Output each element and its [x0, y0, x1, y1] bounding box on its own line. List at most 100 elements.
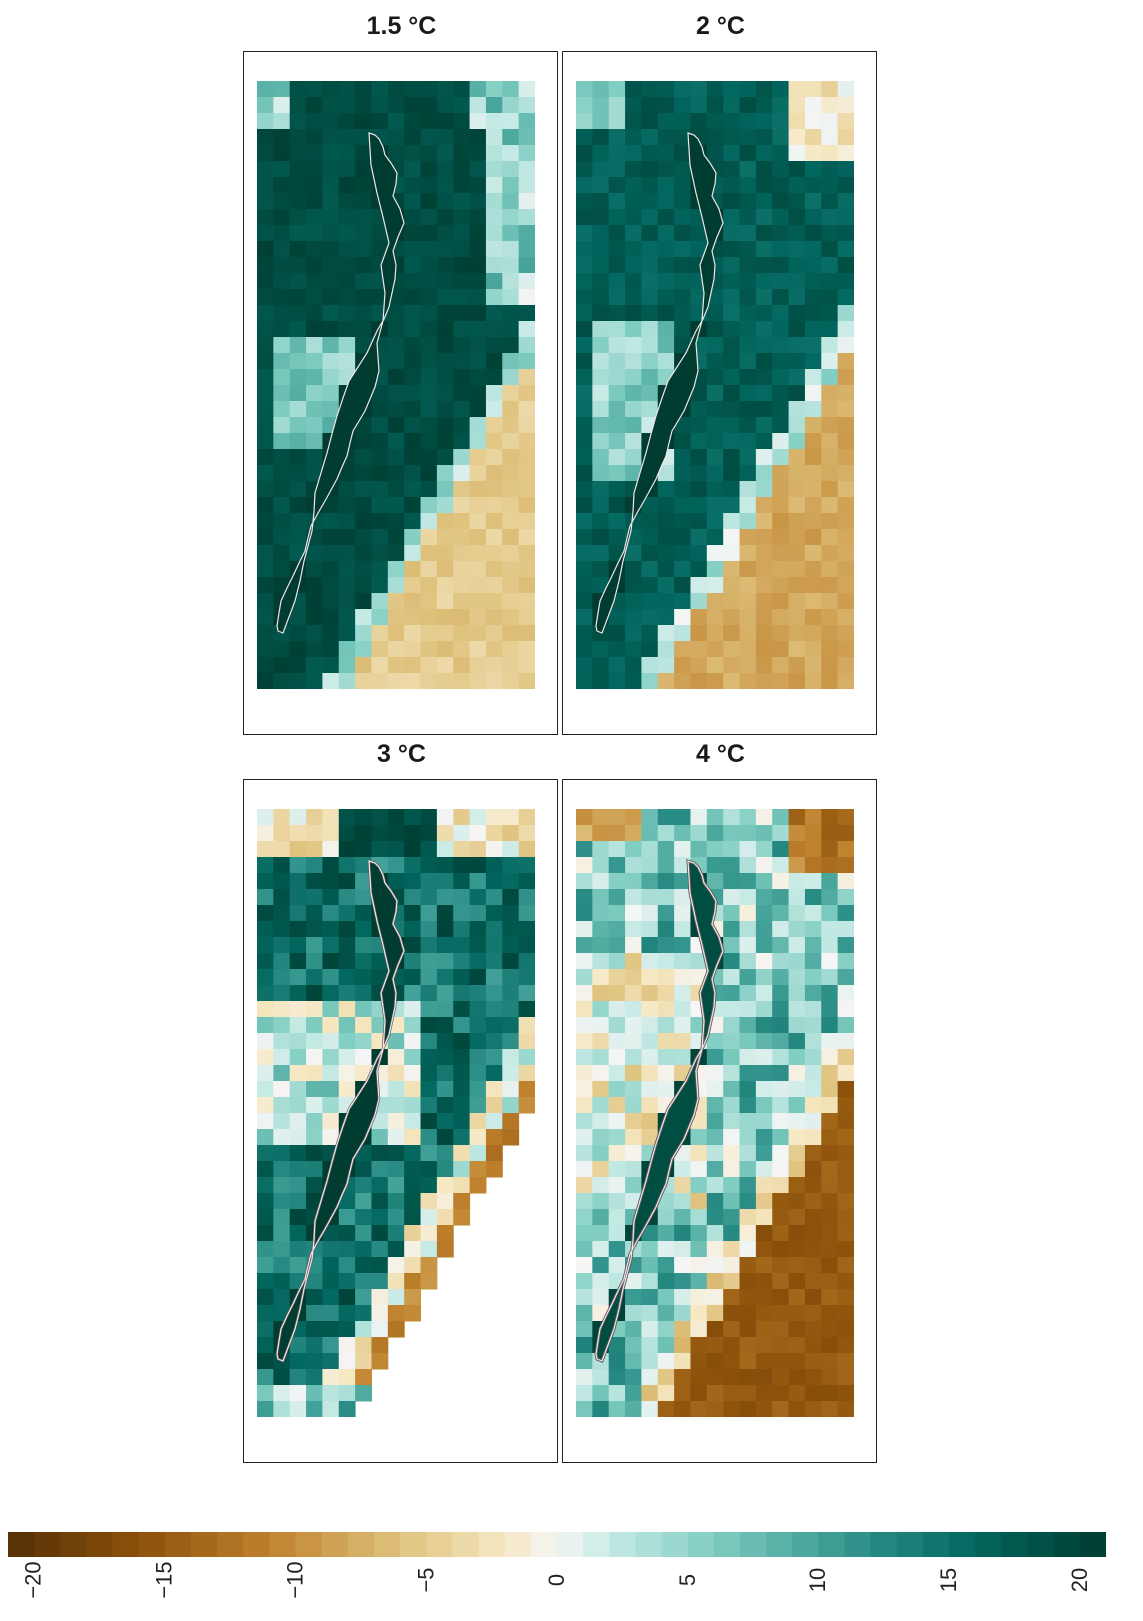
grid-cell: [453, 1001, 471, 1018]
grid-cell: [371, 449, 389, 466]
grid-cell: [788, 937, 806, 954]
grid-cell: [257, 305, 274, 322]
grid-cell: [690, 1241, 708, 1258]
grid-cell: [674, 1337, 691, 1354]
colorbar-segment: [661, 1532, 689, 1557]
grid-cell: [469, 873, 487, 890]
grid-cell: [576, 225, 593, 242]
grid-cell: [289, 161, 307, 178]
grid-cell: [641, 337, 659, 354]
grid-cell: [657, 985, 675, 1002]
grid-cell: [518, 625, 535, 642]
grid-cell: [257, 1145, 274, 1162]
grid-cell: [837, 889, 854, 906]
grid-cell: [436, 625, 454, 642]
grid-cell: [821, 1337, 839, 1354]
grid-cell: [502, 401, 520, 418]
grid-cell: [755, 1209, 773, 1226]
grid-cell: [657, 1049, 675, 1066]
grid-cell: [625, 809, 642, 826]
grid-cell: [289, 1209, 307, 1226]
grid-cell: [641, 641, 659, 658]
grid-cell: [625, 385, 642, 402]
grid-cell: [608, 825, 626, 842]
grid-cell: [371, 841, 389, 858]
grid-cell: [641, 809, 659, 826]
grid-cell: [485, 985, 503, 1002]
grid-cell: [306, 1353, 323, 1370]
grid-cell: [674, 985, 691, 1002]
grid-cell: [322, 385, 340, 402]
grid-cell: [592, 209, 610, 226]
grid-cell: [355, 1241, 372, 1258]
grid-cell: [518, 529, 535, 546]
grid-cell: [273, 857, 291, 874]
grid-cell: [608, 921, 626, 938]
grid-cell: [690, 433, 708, 450]
grid-cell: [657, 1257, 675, 1274]
grid-cell: [755, 1337, 773, 1354]
grid-cell: [420, 337, 438, 354]
grid-cell: [592, 305, 610, 322]
grid-cell: [502, 561, 520, 578]
grid-cell: [322, 969, 340, 986]
grid-cell: [592, 257, 610, 274]
grid-cell: [338, 1401, 356, 1417]
grid-cell: [273, 561, 291, 578]
grid-cell: [804, 193, 822, 210]
grid-cell: [404, 1017, 422, 1034]
grid-cell: [755, 593, 773, 610]
grid-cell: [453, 953, 471, 970]
grid-cell: [289, 97, 307, 114]
grid-cell: [723, 353, 741, 370]
map-grid-2: [576, 81, 854, 689]
grid-cell: [453, 1161, 471, 1178]
grid-cell: [257, 225, 274, 242]
grid-cell: [739, 177, 757, 194]
grid-cell: [469, 369, 487, 386]
grid-cell: [436, 841, 454, 858]
grid-cell: [518, 145, 535, 162]
grid-cell: [837, 1161, 854, 1178]
grid-cell: [804, 1113, 822, 1130]
grid-cell: [755, 385, 773, 402]
grid-cell: [641, 1369, 659, 1386]
grid-cell: [804, 825, 822, 842]
grid-cell: [723, 593, 741, 610]
grid-cell: [469, 305, 487, 322]
grid-cell: [371, 1257, 389, 1274]
grid-cell: [739, 1113, 757, 1130]
grid-cell: [469, 1033, 487, 1050]
grid-cell: [485, 209, 503, 226]
grid-cell: [355, 97, 372, 114]
grid-cell: [690, 1161, 708, 1178]
grid-cell: [723, 609, 741, 626]
grid-cell: [485, 1081, 503, 1098]
grid-cell: [723, 161, 741, 178]
grid-cell: [625, 1017, 642, 1034]
grid-cell: [322, 113, 340, 130]
grid-cell: [453, 497, 471, 514]
grid-cell: [338, 657, 356, 674]
grid-cell: [436, 1241, 454, 1258]
grid-cell: [641, 1305, 659, 1322]
grid-cell: [306, 1385, 323, 1402]
grid-cell: [576, 545, 593, 562]
grid-cell: [306, 889, 323, 906]
grid-cell: [371, 953, 389, 970]
grid-cell: [420, 417, 438, 434]
colorbar-tick-text: 10: [805, 1567, 831, 1593]
grid-cell: [837, 1369, 854, 1386]
grid-cell: [576, 1337, 593, 1354]
grid-cell: [257, 841, 274, 858]
grid-cell: [404, 1097, 422, 1114]
grid-cell: [273, 1241, 291, 1258]
grid-cell: [502, 513, 520, 530]
grid-cell: [485, 529, 503, 546]
grid-cell: [755, 193, 773, 210]
grid-cell: [576, 241, 593, 258]
grid-cell: [723, 177, 741, 194]
colorbar-segment: [426, 1532, 454, 1557]
grid-cell: [355, 161, 372, 178]
grid-cell: [723, 641, 741, 658]
